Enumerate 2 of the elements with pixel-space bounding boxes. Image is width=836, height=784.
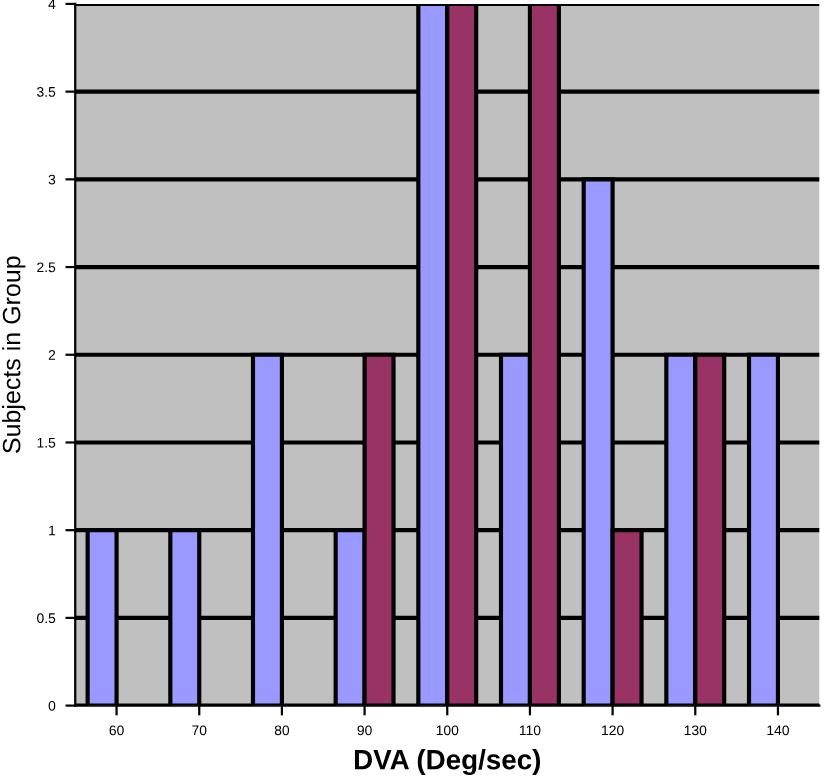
- x-axis-title: DVA (Deg/sec): [354, 749, 541, 776]
- y-axis-title: Subjects in Group: [2, 256, 26, 453]
